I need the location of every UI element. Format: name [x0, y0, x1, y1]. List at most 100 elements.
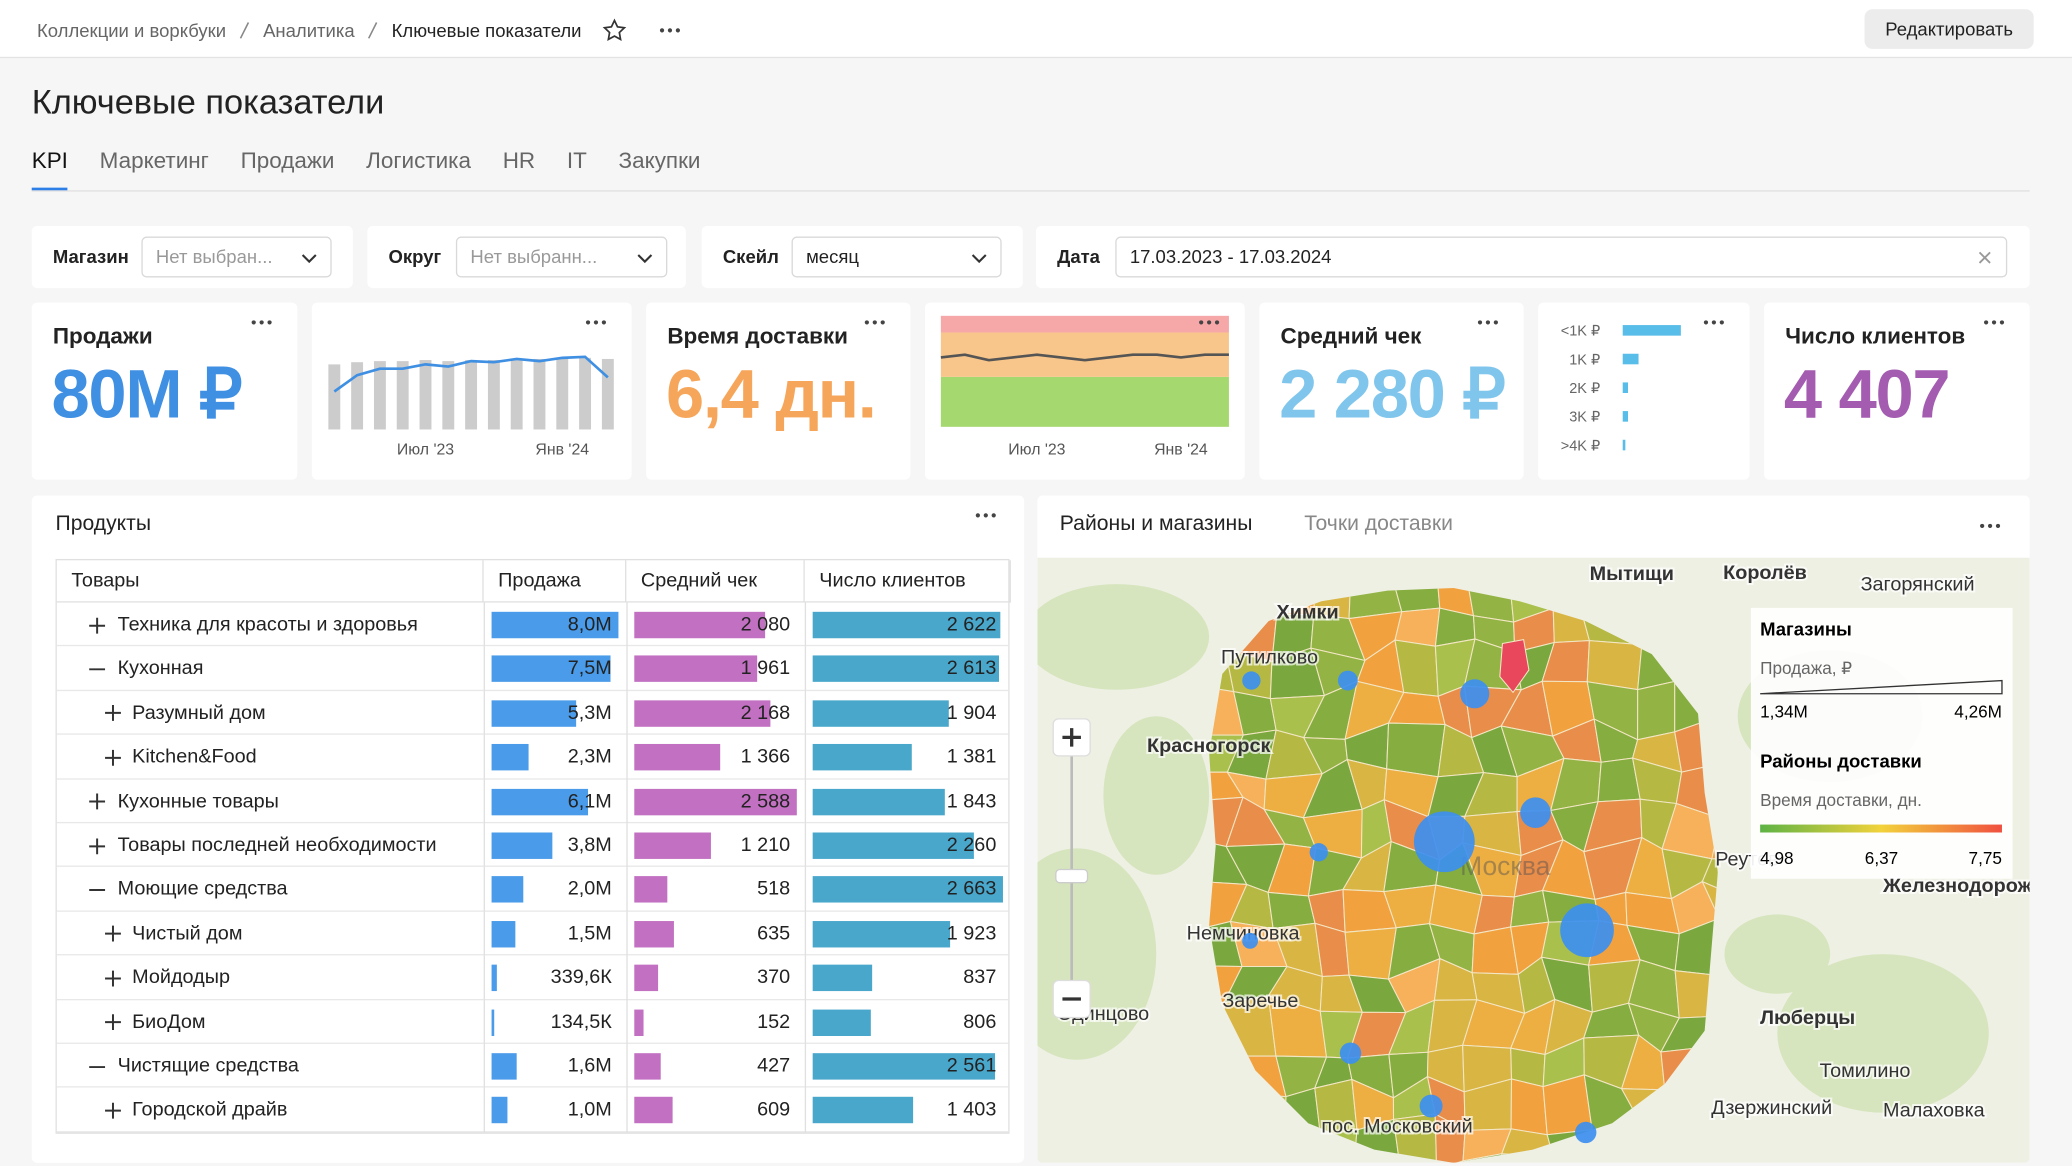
favorite-star[interactable]	[602, 18, 627, 43]
chevron-icon[interactable]	[637, 250, 653, 266]
district	[1510, 1078, 1548, 1136]
value-bar	[634, 700, 771, 727]
more-menu[interactable]	[1982, 318, 2006, 326]
expand-toggle[interactable]	[89, 617, 106, 634]
cell-border	[483, 955, 485, 1000]
expand-toggle[interactable]	[104, 1102, 121, 1119]
cell-value: 1,5М	[567, 922, 612, 945]
collapse-toggle[interactable]	[89, 881, 106, 898]
more-menu[interactable]	[1476, 318, 1500, 326]
filter-input[interactable]: 17.03.2023 - 17.03.2024	[1115, 236, 2008, 278]
more-menu[interactable]	[863, 318, 887, 326]
chevron	[971, 254, 987, 264]
store[interactable]	[1309, 843, 1328, 862]
more-menu[interactable]	[1978, 522, 2002, 530]
cell-border	[626, 955, 628, 1000]
column-header: Продажа	[483, 560, 627, 603]
breadcrumb[interactable]: Коллекции и воркбуки	[37, 19, 227, 41]
y-tick-label: >4K ₽	[1561, 438, 1601, 454]
tab[interactable]: KPI	[31, 148, 68, 191]
value-bar	[634, 876, 667, 904]
store[interactable]	[1460, 679, 1490, 709]
tab[interactable]: Логистика	[366, 148, 471, 174]
store[interactable]	[1560, 903, 1614, 958]
map-tab[interactable]: Районы и магазины	[1059, 512, 1253, 536]
tab[interactable]: HR	[502, 148, 536, 174]
filter-input[interactable]: месяц	[791, 236, 1002, 278]
value-bar	[634, 611, 765, 639]
map-tab[interactable]: Точки доставки	[1304, 512, 1453, 536]
expand-toggle[interactable]	[104, 970, 121, 987]
expand-toggle[interactable]	[104, 705, 121, 722]
collapse-toggle[interactable]	[89, 661, 106, 678]
table-row: Моющие средства 2,0М 518 2 663	[56, 867, 1009, 912]
page-title: Ключевые показатели	[31, 81, 385, 122]
edit-button[interactable]: Редактировать	[1864, 9, 2034, 49]
row-name: Кухонные товары	[117, 789, 279, 813]
value-bar	[812, 788, 945, 815]
table-row: Kitchen&Food 2,3М 1 366 1 381	[56, 734, 1009, 780]
collapse-toggle[interactable]	[89, 1058, 106, 1075]
dot	[660, 28, 665, 33]
filter-input[interactable]: Нет выбран...	[141, 236, 332, 278]
row-name: Kitchen&Food	[132, 745, 257, 768]
value-bar	[491, 611, 619, 639]
store[interactable]	[1337, 670, 1358, 691]
expand-toggle[interactable]	[89, 837, 106, 854]
filter-input[interactable]: Нет выбранн...	[455, 236, 668, 278]
more-menu[interactable]	[1197, 318, 1221, 326]
cell-border	[483, 779, 485, 824]
chevron-icon[interactable]	[971, 250, 987, 266]
more-menu[interactable]	[250, 318, 274, 326]
more-menu[interactable]	[1702, 318, 1726, 326]
store[interactable]	[1419, 1094, 1443, 1118]
bar	[1622, 411, 1628, 422]
filter-placeholder: Нет выбранн...	[470, 245, 598, 267]
kpi-value: 80M ₽	[51, 356, 243, 434]
dot	[593, 320, 599, 325]
dot	[1214, 320, 1220, 325]
more-menu[interactable]	[658, 26, 682, 34]
dot	[1719, 320, 1724, 325]
chevron-icon[interactable]	[301, 250, 317, 266]
cell-border	[804, 690, 807, 735]
expand-toggle[interactable]	[104, 926, 121, 943]
value-bar	[812, 1009, 871, 1036]
dot	[983, 513, 988, 518]
expand-toggle[interactable]	[104, 1014, 121, 1031]
store[interactable]	[1339, 1042, 1362, 1064]
store[interactable]	[1413, 811, 1475, 873]
zoom-handle[interactable]	[1055, 868, 1089, 884]
store[interactable]	[1520, 797, 1551, 828]
tab[interactable]: IT	[566, 148, 587, 174]
dot	[991, 513, 996, 518]
store[interactable]	[1575, 1121, 1597, 1144]
kpi-value: 4 407	[1783, 356, 1951, 434]
tab[interactable]: Закупки	[618, 148, 701, 174]
tab[interactable]: Продажи	[240, 148, 335, 174]
kpi-card: Июл '23 Янв '24	[925, 302, 1245, 480]
size-scale-label: 4,26М	[1954, 702, 2002, 722]
dot	[601, 320, 607, 325]
separator	[239, 22, 250, 39]
more-menu[interactable]	[974, 511, 998, 519]
band	[940, 332, 1229, 377]
expand-toggle[interactable]	[89, 793, 106, 810]
clear-icon[interactable]	[1977, 250, 1993, 266]
row-name: Кухонная	[117, 657, 204, 680]
cell-value: 2 663	[946, 877, 997, 901]
expand-toggle[interactable]	[104, 749, 121, 766]
cell-value: 152	[757, 1010, 791, 1033]
more-menu[interactable]	[584, 318, 608, 326]
map-card: Районы и магазины Точки доставки Мытищи Кор…	[1037, 495, 2030, 1163]
cell-border	[626, 1088, 628, 1133]
tab[interactable]: Маркетинг	[99, 148, 209, 174]
place-label: Дзержинский	[1711, 1097, 1832, 1119]
store[interactable]	[1242, 671, 1261, 690]
check-histogram: <1K ₽ 1K ₽ 2K ₽ 3K ₽ >4K ₽	[1561, 324, 1681, 454]
store[interactable]	[1242, 932, 1259, 949]
map[interactable]: Мытищи Королёв Загорянский Химки Путилково Кр…	[1037, 557, 2030, 1163]
breadcrumb[interactable]: Аналитика	[263, 19, 355, 41]
line	[940, 353, 1229, 362]
place-label: Загорянский	[1861, 574, 1975, 596]
